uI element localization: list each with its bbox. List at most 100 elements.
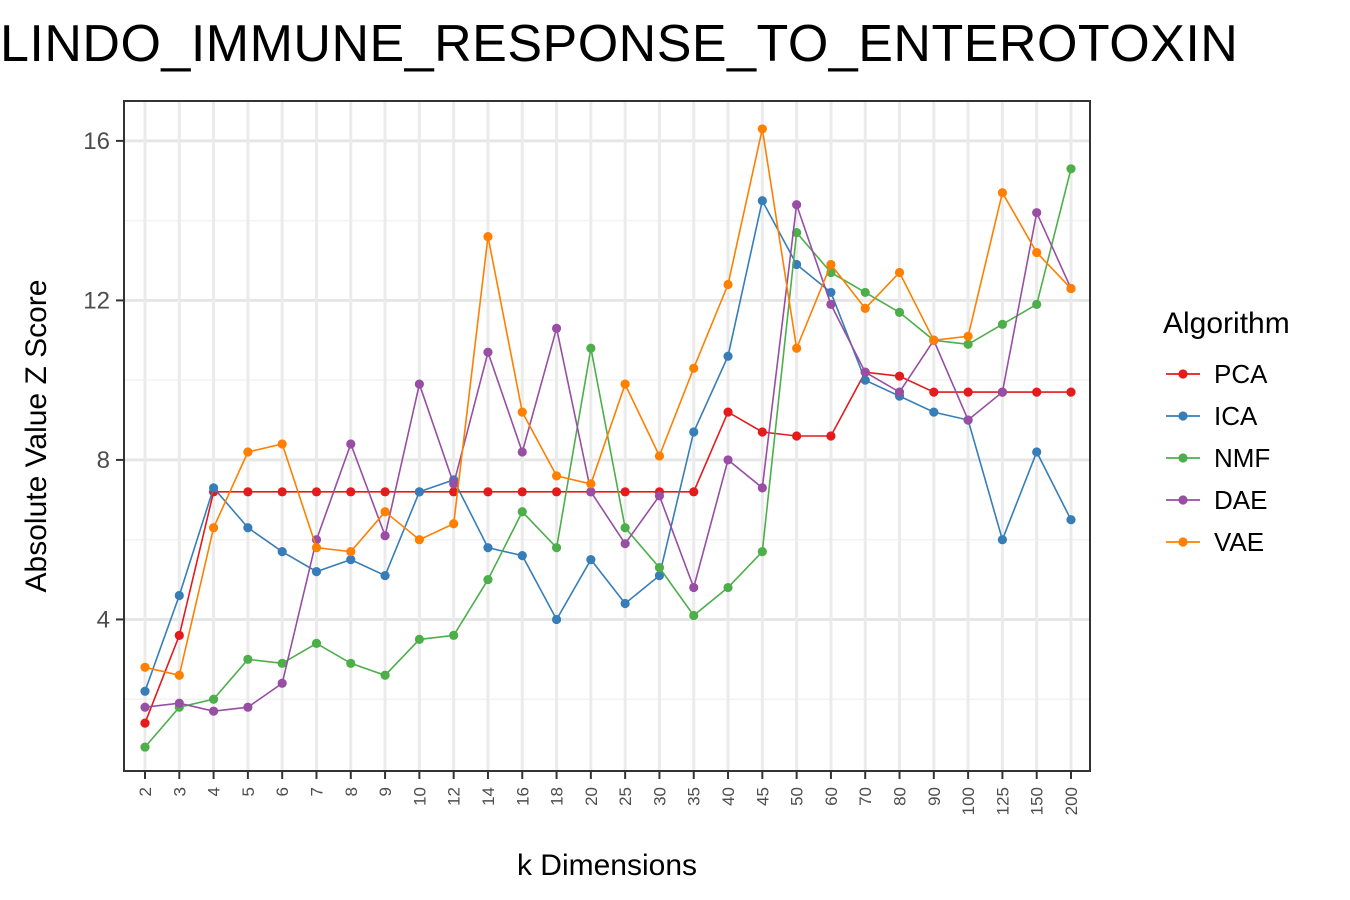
data-point-pca [1066,387,1076,397]
data-point-ica [346,555,356,565]
x-tick-label: 80 [891,787,910,806]
x-tick-label: 90 [925,787,944,806]
data-point-dae [654,491,665,501]
data-point-vae [140,662,150,672]
data-point-ica [689,427,699,437]
data-point-pca [174,630,184,641]
chart-title: LINDO_IMMUNE_RESPONSE_TO_ENTEROTOXIN [0,15,1239,73]
x-tick-label: 40 [719,787,738,806]
data-point-pca [483,487,493,497]
x-tick-label: 45 [753,787,772,806]
data-point-ica [414,487,424,497]
data-point-nmf [140,742,150,752]
data-point-ica [277,547,287,557]
data-point-nmf [586,343,596,353]
x-tick-label: 6 [273,787,292,796]
data-point-dae [380,531,390,541]
data-point-dae [689,582,699,593]
data-point-vae [517,407,527,417]
data-point-vae [1032,247,1042,258]
series-line-vae [144,128,1072,677]
data-point-ica [654,570,665,581]
data-point-nmf [1032,299,1042,309]
data-point-vae [757,124,767,134]
x-tick-label: 150 [1028,787,1047,815]
x-tick-label: 18 [548,787,567,806]
y-axis-title: Absolute Value Z Score [20,280,53,593]
data-point-pca [346,487,356,497]
data-point-vae [826,259,836,270]
data-point-nmf [483,574,493,585]
data-point-nmf [311,638,322,648]
data-point-vae [449,519,459,529]
data-point-pca [757,427,767,437]
data-point-ica [483,543,493,553]
data-point-nmf [757,547,767,557]
data-point-vae [277,439,287,449]
legend-label: VAE [1214,527,1264,557]
x-tick-label: 3 [170,787,189,796]
data-point-nmf [894,307,905,317]
data-point-vae [483,231,493,242]
data-point-dae [826,299,836,309]
x-tick-label: 70 [856,787,875,806]
x-tick-label: 100 [959,787,978,815]
data-point-nmf [997,319,1008,329]
series-vae [140,124,1076,680]
data-point-dae [894,387,905,397]
data-point-nmf [277,658,287,668]
grid [124,101,1090,771]
data-point-dae [757,483,767,493]
x-tick-label: 8 [342,787,361,796]
data-point-pca [894,371,905,381]
data-point-nmf [346,658,356,668]
data-point-vae [723,279,733,290]
y-tick-label: 8 [97,447,110,474]
data-point-nmf [517,507,527,517]
data-point-nmf [551,543,562,553]
data-point-ica [929,407,939,417]
x-tick-label: 9 [376,787,395,796]
legend-item-vae: VAE [1166,527,1264,557]
data-point-nmf [654,563,665,573]
data-point-vae [243,447,253,457]
data-point-dae [277,678,287,688]
data-point-dae [483,347,493,357]
x-tick-label: 20 [582,787,601,806]
data-point-dae [551,323,562,333]
data-point-pca [140,718,150,728]
data-point-dae [997,387,1008,397]
data-point-pca [689,487,699,497]
data-point-nmf [414,634,424,644]
data-point-nmf [860,287,870,298]
data-point-ica [517,551,527,561]
series-lines [140,124,1076,752]
data-point-vae [380,507,390,517]
data-point-ica [174,590,184,601]
x-tick-label: 4 [205,787,224,796]
data-point-ica [792,259,802,270]
data-point-nmf [792,228,802,238]
data-point-dae [208,706,219,716]
data-point-ica [723,351,733,361]
legend-key-point [1178,537,1188,547]
data-point-ica [140,686,150,696]
data-point-ica [860,375,870,385]
series-dae [140,200,1076,716]
data-point-dae [414,379,424,389]
data-point-pca [380,487,390,497]
x-axis-title: k Dimensions [517,849,697,882]
data-point-dae [449,479,459,489]
series-line-ica [144,198,1072,692]
data-point-dae [586,487,596,497]
data-point-ica [243,523,253,533]
x-tick-label: 2 [136,787,155,796]
x-tick-label: 5 [239,787,258,796]
data-point-dae [792,200,802,210]
data-point-pca [277,487,287,497]
legend-key-point [1178,495,1188,505]
x-tick-label: 12 [445,787,464,806]
series-line-nmf [144,168,1072,748]
plot-panel-border [123,100,1091,772]
